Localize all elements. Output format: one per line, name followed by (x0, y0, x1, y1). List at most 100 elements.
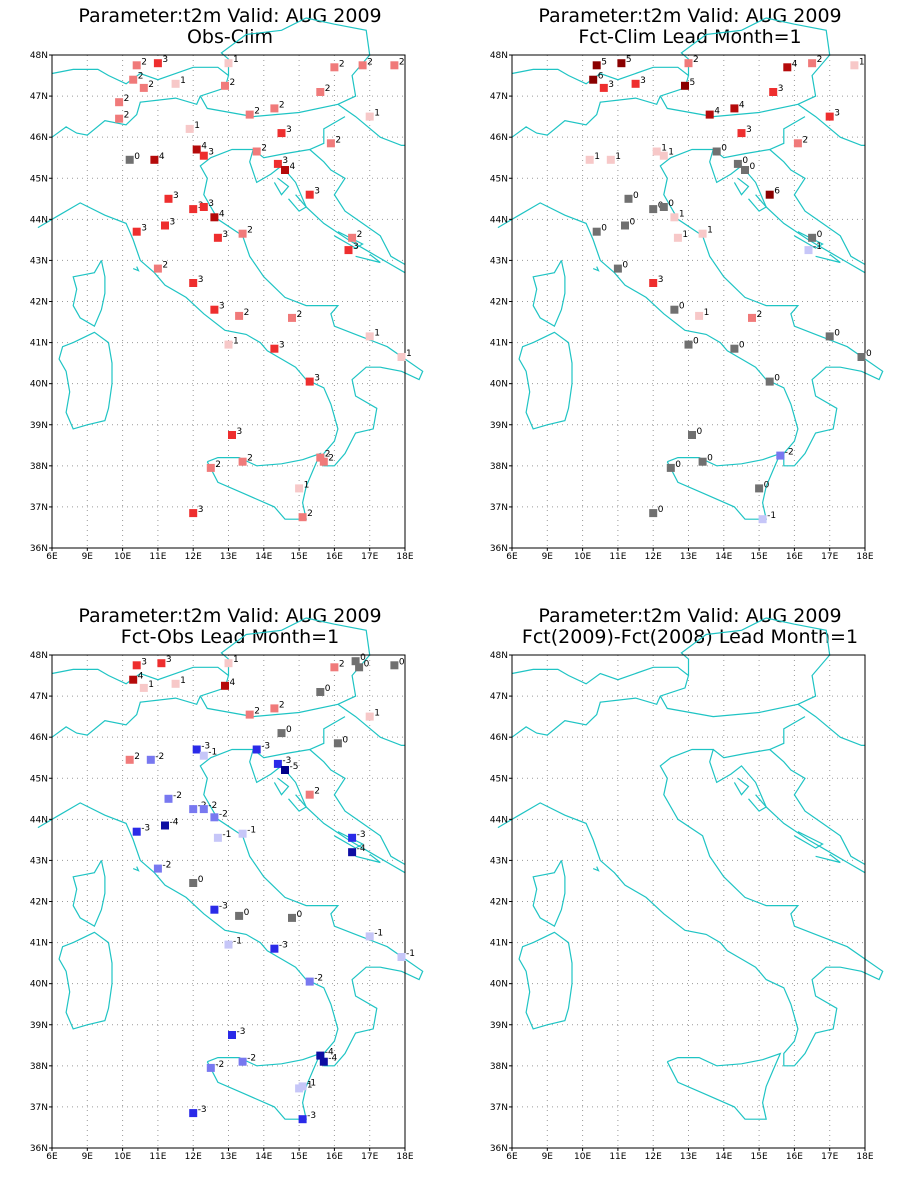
station-marker (333, 739, 342, 748)
station-marker (681, 81, 689, 90)
station-value-label: -2 (173, 791, 182, 801)
station-value-label: 3 (640, 76, 646, 86)
station-marker (238, 457, 247, 466)
station-marker (765, 190, 774, 199)
station-marker (210, 813, 219, 822)
x-tick-label: 16E (786, 1152, 803, 1162)
station-value-label: 0 (198, 875, 204, 885)
station-marker (316, 1051, 325, 1060)
station-value-label: 0 (679, 302, 685, 312)
station-value-label: 0 (739, 341, 745, 351)
x-tick-label: 9E (82, 1152, 94, 1162)
station-value-label: 0 (675, 460, 681, 470)
station-value-label: -1 (307, 1078, 316, 1088)
coast-island (288, 194, 308, 212)
station-value-label: 6 (598, 72, 604, 82)
x-tick-label: 6E (506, 1152, 518, 1162)
coast-sardinia (58, 931, 113, 1030)
station-value-label: 3 (746, 125, 752, 135)
station-value-label: -1 (374, 928, 383, 938)
x-tick-label: 11E (149, 1152, 166, 1162)
station-value-label: 0 (399, 657, 405, 667)
station-value-label: 2 (244, 308, 250, 318)
station-value-label: 2 (261, 144, 267, 154)
station-value-label: -1 (208, 748, 217, 758)
coast-corsica (532, 260, 566, 328)
panel-fct2009-fct2008: Parameter:t2m Valid: AUG 2009 Fct(2009)-F… (460, 600, 920, 1200)
station-value-label: 1 (704, 308, 710, 318)
x-tick-label: 14E (715, 552, 732, 562)
y-tick-label: 44N (30, 815, 48, 825)
map-title: Parameter:t2m Valid: AUG 2009 (538, 5, 841, 27)
station-marker (659, 151, 668, 160)
station-marker (589, 75, 598, 84)
station-marker (206, 1063, 215, 1072)
station-marker (673, 233, 682, 242)
station-value-label: 5 (601, 57, 607, 67)
coast-corsica (72, 860, 106, 928)
station-value-label: -3 (279, 941, 288, 951)
station-value-label: 0 (601, 224, 607, 234)
station-marker (153, 864, 162, 873)
x-tick-label: 6E (46, 1152, 58, 1162)
station-marker (606, 155, 615, 164)
coast-island (592, 266, 600, 272)
border-slovenia (252, 716, 346, 759)
station-value-label: 3 (608, 80, 614, 90)
station-marker (397, 353, 406, 361)
coast-sicily (666, 452, 782, 520)
panel-obs-clim: Parameter:t2m Valid: AUG 2009 Obs-Clim 6E 9… (0, 0, 460, 600)
station-marker (189, 1109, 198, 1118)
y-tick-label: 47N (30, 692, 48, 702)
stations: 331200041140221002-2-3-1-3-3-5-22-2-2-2-… (125, 653, 415, 1124)
station-value-label: 3 (282, 156, 288, 166)
station-value-label: 1 (233, 655, 239, 665)
station-value-label: -1 (304, 1080, 313, 1090)
map-subtitle: Obs-Clim (187, 26, 273, 48)
border-croatia (309, 149, 406, 266)
station-marker (649, 509, 658, 518)
station-marker (245, 710, 254, 719)
station-marker (221, 681, 229, 690)
station-marker (804, 246, 813, 255)
y-tick-label: 48N (30, 51, 48, 61)
station-marker (132, 61, 141, 70)
station-marker (189, 205, 198, 214)
map-title: Parameter:t2m Valid: AUG 2009 (78, 605, 381, 627)
border-alps (51, 66, 230, 138)
station-value-label: 2 (254, 107, 260, 117)
station-marker (348, 848, 357, 857)
station-value-label: 0 (633, 191, 639, 201)
station-value-label: -1 (247, 826, 256, 836)
panel-fct-obs: Parameter:t2m Valid: AUG 2009 Fct-Obs Lea… (0, 600, 460, 1200)
x-tick-label: 12E (185, 1152, 202, 1162)
station-value-label: -1 (233, 937, 242, 947)
station-marker (132, 227, 141, 236)
station-value-label: 2 (124, 111, 130, 121)
station-marker (295, 484, 304, 493)
station-marker (783, 63, 792, 72)
station-value-label: 2 (693, 55, 699, 65)
station-marker (298, 513, 307, 522)
x-tick-label: 16E (786, 552, 803, 562)
station-marker (199, 151, 208, 160)
x-tick-label: 18E (856, 1152, 873, 1162)
station-marker (825, 332, 834, 341)
station-value-label: 2 (247, 454, 253, 464)
y-tick-label: 47N (30, 92, 48, 102)
station-marker (755, 484, 764, 493)
station-value-label: 2 (325, 84, 331, 94)
station-marker (684, 340, 693, 349)
station-value-label: 5 (690, 78, 696, 88)
y-tick-label: 48N (490, 51, 508, 61)
border-alps (51, 666, 230, 738)
station-marker (115, 98, 124, 107)
station-value-label: 2 (247, 226, 253, 236)
x-tick-label: 18E (396, 1152, 413, 1162)
x-tick-label: 15E (751, 552, 768, 562)
station-marker (621, 221, 629, 230)
station-value-label: -2 (215, 1060, 224, 1070)
station-marker (115, 114, 124, 123)
stations: 2312222212222221132044323433334333223233… (115, 55, 412, 522)
station-value-label: 5 (626, 55, 632, 65)
